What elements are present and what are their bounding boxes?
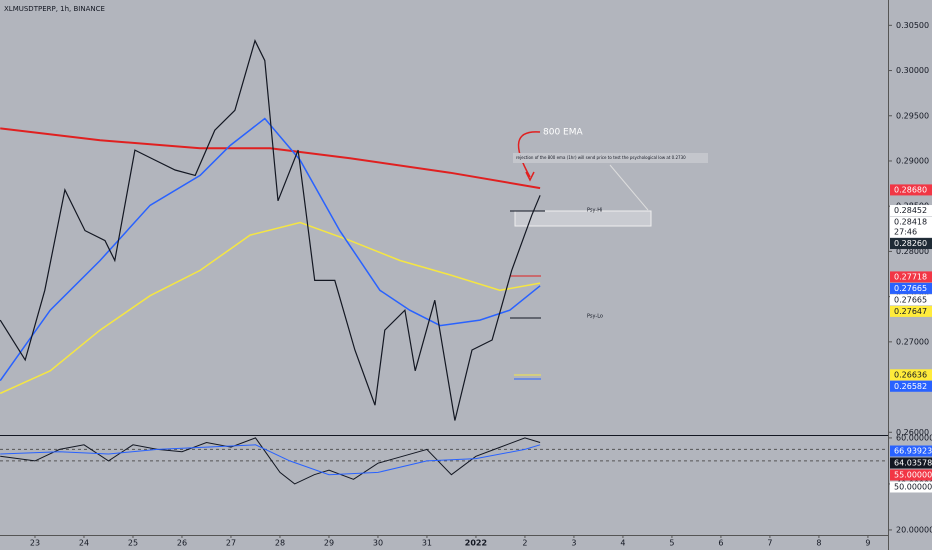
price-tag [890,271,932,283]
x-tick-label: 5 [669,539,674,548]
y-tick-label: 0.29000 [896,156,929,165]
series-line [0,127,541,190]
callout-line [609,164,649,211]
arrow [517,131,541,178]
price-tag-label: 0.27665 [894,284,927,293]
price-tag [890,369,932,381]
x-tick-label: 23 [30,539,40,548]
price-tag-label: 0.26582 [894,382,927,391]
x-tick-label: 7 [767,539,772,548]
price-tag-label: 0.28680 [894,185,927,194]
series-line [0,437,541,485]
x-tick-label: 6 [718,539,723,548]
price-tag-label: 0.27665 [894,295,927,304]
x-tick-label: 26 [177,539,187,548]
note-box [513,153,708,163]
price-tag [890,282,932,294]
value-tag-label: 55.00000 [894,471,932,480]
y-tick-label: 60.00000 [896,433,932,442]
x-tick-label: 9 [865,539,870,548]
y-tick-label: 0.30500 [896,21,929,30]
series-line [0,39,541,421]
annotation: Psy-Lo [587,314,603,320]
x-tick-label: 27 [226,539,236,548]
series-line [0,444,541,476]
price-tag [890,380,932,392]
price-tag-label: 0.28260 [894,239,927,248]
value-tag-label: 64.03578 [894,459,932,468]
annotation: Psy-Hi [587,208,602,214]
price-tag-label: 0.27647 [894,307,927,316]
series-line [0,221,541,395]
value-tag-label: 66.93923 [894,447,932,456]
price-tag-label: 0.27718 [894,272,927,281]
symbol-title: XLMUSDTPERP, 1h, BINANCE [4,5,105,13]
price-tag [890,205,932,217]
price-tag [890,238,932,250]
price-tag-label: 0.28418 [894,218,927,227]
y-tick-label: 0.27000 [896,337,929,346]
price-tag [890,216,932,238]
y-tick-label: 0.30000 [896,66,929,75]
price-tag [890,294,932,306]
value-tag [890,445,932,457]
y-tick-label: 0.29500 [896,111,929,120]
x-tick-label: 4 [620,539,625,548]
price-tag-label: 0.28452 [894,206,927,215]
price-tag-label: 0.26636 [894,370,927,379]
countdown: 27:46 [894,228,917,237]
x-tick-label: 29 [324,539,334,548]
value-tag-label: 50.00000 [894,483,932,492]
annotation: rejection of the 800 ema (1hr) will send… [516,155,686,160]
value-tag [890,481,932,493]
x-tick-label: 31 [422,539,432,548]
x-tick-label: 25 [128,539,138,548]
y-tick-label: 20.00000 [896,525,932,534]
series-line [0,117,541,382]
arrow-head [525,171,535,182]
x-tick-label: 8 [816,539,821,548]
x-tick-label: 3 [571,539,576,548]
x-tick-label: 28 [275,539,285,548]
price-tag [890,305,932,317]
annotation: 800 EMA [543,128,583,138]
x-tick-label: 30 [373,539,383,548]
y-tick-label: 0.26000 [896,428,929,437]
y-tick-label: 0.28000 [896,247,929,256]
value-tag [890,457,932,469]
price-tag [890,184,932,196]
x-tick-label: 2022 [465,539,487,548]
x-tick-label: 24 [79,539,89,548]
x-tick-label: 2 [522,539,527,548]
psy-hi-zone [514,210,652,227]
value-tag [890,469,932,481]
